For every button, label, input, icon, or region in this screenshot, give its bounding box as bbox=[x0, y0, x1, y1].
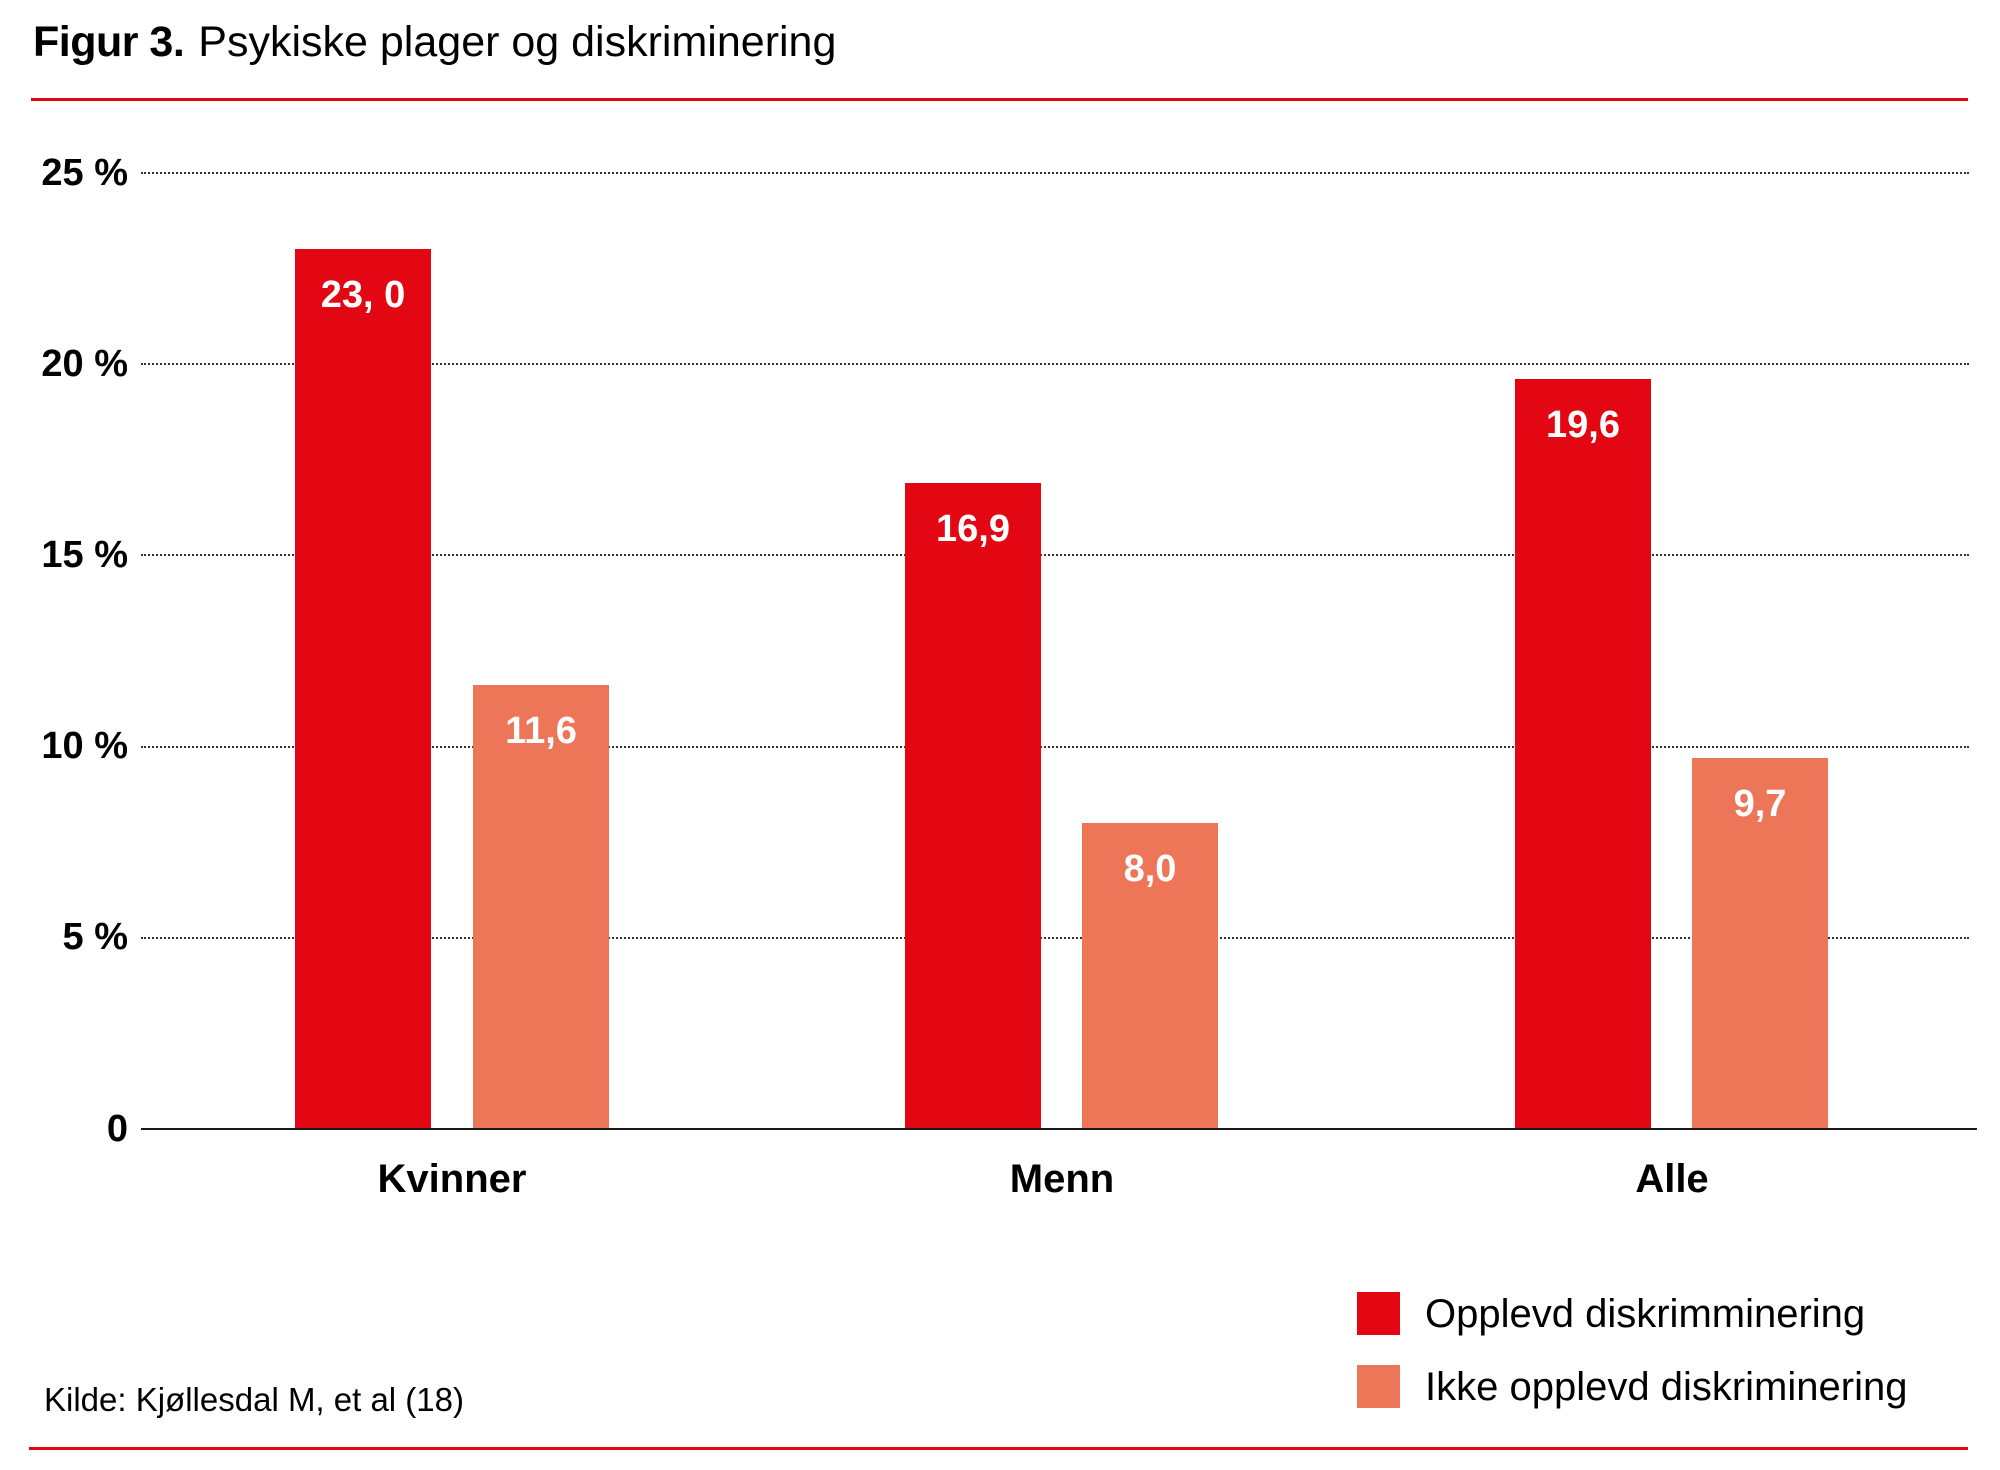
y-tick-15: 15 % bbox=[41, 534, 128, 576]
y-tick-5: 5 % bbox=[62, 916, 128, 958]
top-divider bbox=[31, 98, 1968, 101]
bar-kvinner-ikke-opplevd: 11,6 bbox=[473, 685, 609, 1129]
bar-kvinner-opplevd: 23, 0 bbox=[295, 249, 431, 1129]
bar-value-label: 19,6 bbox=[1546, 404, 1620, 447]
bottom-divider bbox=[29, 1447, 1968, 1450]
figure-title-text: Psykiske plager og diskriminering bbox=[198, 18, 837, 66]
figure-number: Figur 3. bbox=[33, 18, 185, 66]
y-tick-25: 25 % bbox=[41, 152, 128, 194]
gridline-20 bbox=[141, 363, 1969, 365]
legend-swatch-red bbox=[1357, 1292, 1400, 1335]
gridline-10 bbox=[141, 746, 1969, 748]
legend-label: Opplevd diskrimminering bbox=[1425, 1292, 1866, 1336]
bar-menn-ikke-opplevd: 8,0 bbox=[1082, 823, 1218, 1129]
figure-title: Figur 3. Psykiske plager og diskriminerin… bbox=[33, 14, 836, 70]
bar-value-label: 9,7 bbox=[1733, 783, 1787, 826]
gridline-5 bbox=[141, 937, 1969, 939]
x-axis-line bbox=[141, 1128, 1977, 1130]
x-label-menn: Menn bbox=[1009, 1157, 1115, 1201]
bar-menn-opplevd: 16,9 bbox=[905, 482, 1041, 1129]
legend-swatch-salmon bbox=[1357, 1365, 1400, 1408]
bar-value-label: 23, 0 bbox=[320, 274, 406, 317]
y-tick-0: 0 bbox=[106, 1108, 128, 1150]
legend-label: Ikke opplevd diskriminering bbox=[1425, 1365, 1908, 1409]
bar-alle-ikke-opplevd: 9,7 bbox=[1692, 758, 1828, 1129]
x-label-alle: Alle bbox=[1635, 1157, 1709, 1201]
bar-value-label: 16,9 bbox=[936, 507, 1010, 550]
y-tick-10: 10 % bbox=[41, 725, 128, 767]
gridline-15 bbox=[141, 554, 1969, 556]
gridline-25 bbox=[141, 172, 1969, 174]
source-note: Kilde: Kjøllesdal M, et al (18) bbox=[44, 1381, 464, 1418]
y-tick-20: 20 % bbox=[41, 343, 128, 385]
bar-value-label: 8,0 bbox=[1123, 848, 1177, 891]
bar-value-label: 11,6 bbox=[505, 710, 577, 753]
x-label-kvinner: Kvinner bbox=[377, 1157, 527, 1201]
bar-alle-opplevd: 19,6 bbox=[1515, 379, 1651, 1129]
